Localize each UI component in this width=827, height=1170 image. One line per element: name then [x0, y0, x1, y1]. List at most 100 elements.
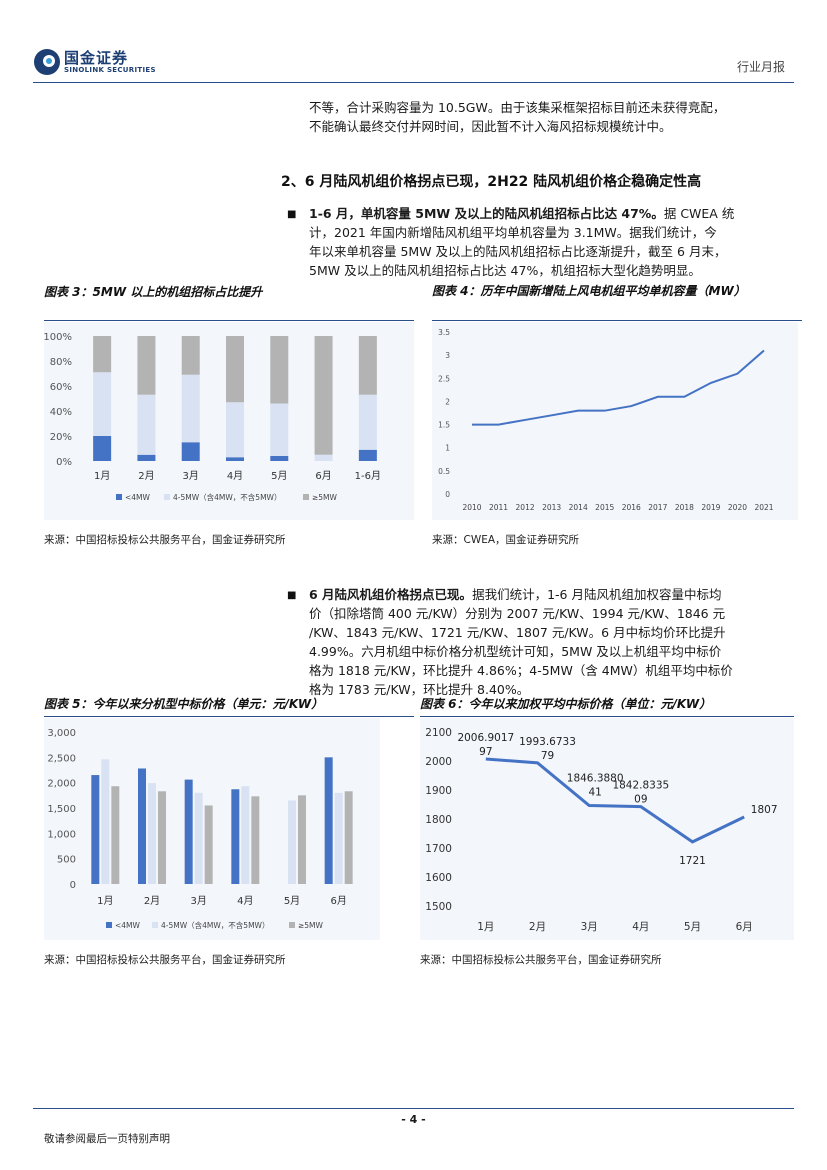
- fig3-bar-segment: [226, 457, 244, 461]
- logo-text-en: SINOLINK SECURITIES: [64, 66, 156, 74]
- fig6-panel: [420, 718, 794, 940]
- fig6-data-label: 1721: [679, 855, 706, 867]
- bullet1-line4: 5MW 及以上的陆风机组招标占比达 47%，机组招标大型化趋势明显。: [309, 263, 701, 278]
- fig3-y-tick: 80%: [50, 357, 72, 368]
- bullet2-bold: 6 月陆风机组价格拐点已现。: [309, 587, 473, 602]
- fig6-x-tick: 6月: [736, 921, 753, 933]
- fig5-y-tick: 2,500: [47, 753, 76, 764]
- fig4-y-tick: 1: [445, 444, 450, 453]
- fig5-bar: [334, 792, 343, 884]
- intro-line-1: 不等，合计采购容量为 10.5GW。由于该集采框架招标目前还未获得竞配，: [309, 100, 726, 115]
- footer-divider: [33, 1108, 794, 1109]
- fig4-x-tick: 2012: [516, 503, 535, 512]
- bullet2-paragraph: 6 月陆风机组价格拐点已现。据我们统计，1-6 月陆风机组加权容量中标均 价（扣…: [309, 585, 789, 699]
- fig3-x-tick: 3月: [183, 470, 199, 482]
- bullet1-line1: 据 CWEA 统: [663, 206, 735, 221]
- fig6-chart: 1500 1600 1700 1800 1900 2000 2100 2006.9017 97 1…: [425, 727, 778, 933]
- fig5-bar: [111, 786, 120, 884]
- bullet2-line4: 4.99%。六月机组中标价格分机型统计可知，5MW 及以上机组平均中标价: [309, 644, 722, 659]
- fig5-bar: [344, 791, 353, 884]
- fig4-y-tick: 3.5: [438, 328, 450, 337]
- fig5-x-tick: 2月: [144, 895, 160, 907]
- fig3-bar-segment: [226, 336, 244, 403]
- fig5-bar: [101, 759, 110, 884]
- fig4-x-tick: 2021: [754, 503, 773, 512]
- fig6-x-tick: 4月: [632, 921, 649, 933]
- intro-line-2: 不能确认最终交付并网时间，因此暂不计入海风招标规模统计中。: [309, 119, 672, 134]
- section-heading: 2、6 月陆风机组价格拐点已现，2H22 陆风机组价格企稳确定性高: [281, 174, 702, 190]
- fig5-legend-swatch: [289, 922, 295, 928]
- fig3-legend-swatch: [116, 494, 122, 500]
- fig3-x-tick: 2月: [138, 470, 154, 482]
- fig5-legend-label: <4MW: [115, 921, 141, 930]
- fig3-x-tick: 5月: [271, 470, 287, 482]
- fig3-bar-segment: [181, 374, 200, 443]
- fig4-panel: [432, 322, 798, 520]
- fig4-x-tick: 2019: [701, 503, 720, 512]
- fig6-title: 图表 6：今年以来加权平均中标价格（单位：元/KW）: [420, 697, 712, 711]
- bullet1-paragraph: 1-6 月，单机容量 5MW 及以上的陆风机组招标占比达 47%。据 CWEA …: [309, 204, 789, 280]
- fig3-bar-segment: [137, 394, 156, 455]
- fig3-x-tick: 6月: [315, 470, 331, 482]
- fig6-rule: [420, 716, 794, 717]
- fig4-y-tick: 2: [445, 397, 450, 406]
- fig3-x-tick: 1-6月: [355, 470, 381, 482]
- fig6-data-label: 1842.8335: [612, 780, 669, 792]
- fig3-bar-segment: [358, 449, 377, 461]
- fig5-bar: [231, 789, 240, 884]
- fig3-y-tick: 20%: [50, 432, 72, 443]
- fig5-rule: [44, 716, 414, 717]
- fig4-y-tick: 1.5: [438, 421, 450, 430]
- fig6-series-line: [485, 757, 745, 844]
- fig3-bar-segment: [137, 336, 156, 395]
- fig6-y-tick: 2100: [425, 727, 452, 739]
- fig6-x-tick: 5月: [684, 921, 701, 933]
- fig3-bar-segment: [270, 403, 289, 456]
- fig5-bar: [251, 796, 260, 884]
- fig3-x-tick: 4月: [227, 470, 243, 482]
- logo-text-cn: 国金证券: [64, 49, 129, 67]
- fig6-y-tick: 2000: [425, 756, 452, 768]
- fig3-bar-segment: [270, 336, 289, 404]
- fig4-x-tick: 2015: [595, 503, 614, 512]
- fig5-y-tick: 1,000: [47, 829, 76, 840]
- bullet-square-icon: ■: [287, 590, 297, 601]
- fig4-rule: [432, 320, 802, 321]
- fig5-x-tick: 3月: [190, 895, 206, 907]
- fig5-source: 来源：中国招标投标公共服务平台，国金证券研究所: [44, 954, 286, 966]
- fig4-x-tick: 2020: [728, 503, 747, 512]
- fig4-x-tick: 2017: [648, 503, 667, 512]
- fig5-y-tick: 3,000: [47, 728, 76, 739]
- fig3-bar-segment: [93, 436, 112, 461]
- fig5-bar: [324, 757, 333, 884]
- fig5-bar: [241, 786, 250, 884]
- fig4-x-tick: 2013: [542, 503, 561, 512]
- fig3-legend-label: ≥5MW: [312, 493, 338, 502]
- fig3-bar-segment: [358, 336, 377, 395]
- fig3-bar-segment: [93, 336, 112, 373]
- fig6-data-label: 1807: [751, 804, 778, 816]
- fig4-series-line: [472, 349, 765, 426]
- fig4-x-tick: 2010: [462, 503, 481, 512]
- bullet2-line6: 格为 1783 元/KW，环比提升 8.40%。: [309, 682, 530, 697]
- fig5-title: 图表 5：今年以来分机型中标价格（单元：元/KW）: [44, 697, 324, 711]
- fig6-x-tick: 3月: [581, 921, 598, 933]
- fig3-bar-segment: [93, 372, 112, 436]
- fig5-x-tick: 5月: [284, 895, 300, 907]
- fig3-bar-segment: [181, 442, 200, 461]
- fig6-y-tick: 1600: [425, 872, 452, 884]
- fig6-x-tick: 2月: [529, 921, 546, 933]
- fig5-chart: 0 500 1,000 1,500 2,000 2,500 3,000 1月 2月 3月 4月 5月 6…: [47, 728, 353, 930]
- fig3-bar-segment: [314, 454, 333, 461]
- fig3-chart: 0% 20% 40% 60% 80% 100% 1月 2月 3月 4月 5月 6月 1-6月 <4MW 4-…: [44, 332, 381, 502]
- fig5-bar: [91, 775, 100, 884]
- fig6-x-tick: 1月: [477, 921, 494, 933]
- fig3-y-tick: 0%: [56, 457, 72, 468]
- bullet1-line3: 年以来单机容量 5MW 及以上的陆风机组招标占比逐渐提升，截至 6 月末，: [309, 244, 727, 259]
- header-divider: [33, 82, 794, 83]
- fig5-bar: [148, 783, 156, 884]
- fig4-source: 来源：CWEA，国金证券研究所: [432, 534, 580, 546]
- bullet1-line2: 计，2021 年国内新增陆风机组平均单机容量为 3.1MW。据我们统计，今: [309, 225, 717, 240]
- fig3-legend-label: <4MW: [125, 493, 151, 502]
- fig5-legend-swatch: [106, 922, 112, 928]
